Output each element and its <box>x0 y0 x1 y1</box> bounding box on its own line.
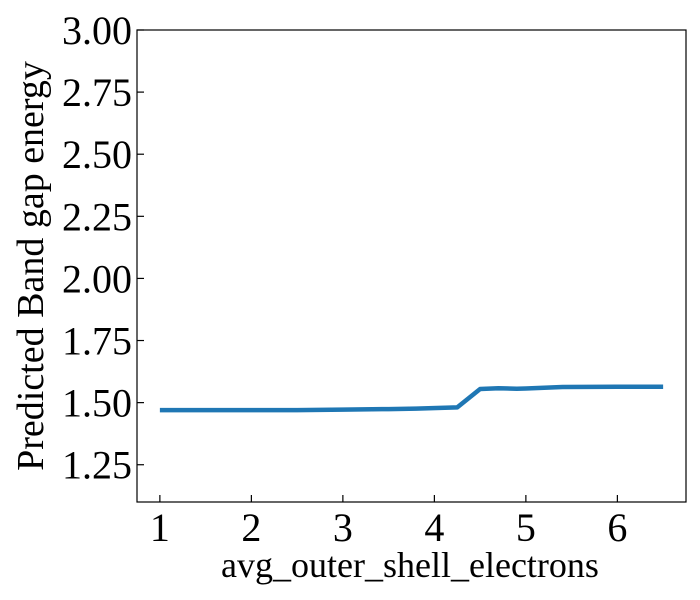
y-tick-label: 1.75 <box>62 319 132 364</box>
y-tick-label: 2.25 <box>62 194 132 239</box>
plot-area-frame <box>136 29 687 503</box>
series-line-0 <box>159 384 664 413</box>
chart-marks: 1 2 3 4 5 6 1.25 1.50 1.75 2.00 2.25 2.50 2.75 3.00 <box>62 8 664 550</box>
y-tick-label: 2.00 <box>62 256 132 301</box>
x-tick-label: 4 <box>424 505 444 550</box>
y-tick-label: 1.50 <box>62 381 132 426</box>
x-tick-label: 2 <box>241 505 261 550</box>
y-tick-label: 2.50 <box>62 132 132 177</box>
x-tick-label: 6 <box>607 505 627 550</box>
y-tick-label: 1.25 <box>62 443 132 488</box>
x-tick-label: 1 <box>150 505 170 550</box>
y-axis-label: Predicted Band gap energy <box>10 61 52 471</box>
y-tick-label: 3.00 <box>62 8 132 53</box>
x-tick-label: 3 <box>333 505 353 550</box>
x-tick-label: 5 <box>516 505 536 550</box>
x-axis-label: avg_outer_shell_electrons <box>221 545 599 585</box>
y-tick-label: 2.75 <box>62 70 132 115</box>
